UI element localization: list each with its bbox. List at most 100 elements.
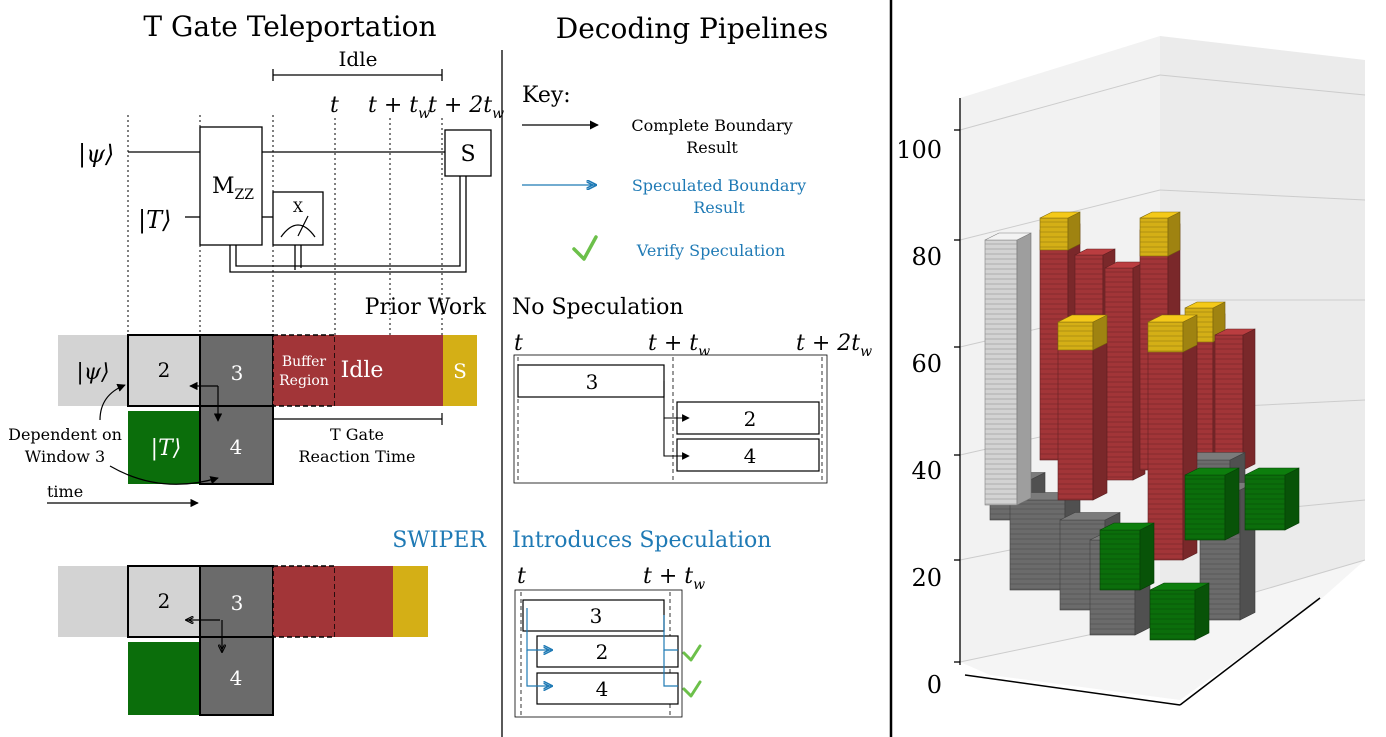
voxel-top: [1184, 467, 1240, 476]
svg-text:20: 20: [911, 564, 942, 592]
time-label-t-2tw: t + 2tw: [428, 93, 504, 122]
pw-block-2: [127, 334, 201, 407]
svg-text:4: 4: [230, 435, 243, 459]
svg-text:3: 3: [590, 604, 603, 628]
time-guides: [127, 115, 443, 340]
is-box-2: [536, 635, 679, 668]
idle-label: Idle: [339, 47, 378, 71]
voxel-side: [1067, 211, 1081, 251]
sw-block-4: [199, 636, 274, 716]
svg-text:2: 2: [158, 589, 171, 613]
right-panel: 100 80 60 40 20 0: [896, 36, 1366, 706]
t-ket: |T⟩: [138, 206, 171, 235]
voxel-side: [1194, 582, 1210, 641]
meter-icon: [280, 224, 316, 238]
voxel-column: [984, 239, 1018, 506]
swiper-label: SWIPER: [392, 528, 487, 553]
mzz-gate: [199, 126, 263, 246]
voxel-column: [1099, 529, 1141, 591]
s-gate-label: S: [460, 142, 475, 167]
svg-text:t: t: [517, 564, 526, 589]
svg-text:4: 4: [230, 666, 243, 690]
voxel-column: [1147, 334, 1184, 561]
pw-block-3: [199, 334, 274, 407]
ns-box-2: [676, 401, 820, 435]
is-box-3: [522, 599, 665, 632]
reaction-bracket: T Gate Reaction Time: [272, 413, 443, 466]
voxel-side: [1167, 211, 1181, 257]
voxel-column: [1039, 217, 1069, 251]
dependent-label: Dependent on: [8, 425, 122, 444]
time-label-t: t: [330, 93, 339, 118]
svg-text:2: 2: [596, 640, 609, 664]
voxel-top: [1184, 301, 1226, 309]
pw-idle-block: [335, 335, 443, 406]
check-icon: [572, 235, 598, 261]
pw-buffer-block: [273, 335, 335, 406]
middle-title: Decoding Pipelines: [556, 12, 828, 45]
svg-text:t: t: [514, 331, 523, 356]
svg-text:Reaction Time: Reaction Time: [298, 447, 415, 466]
voxel-top: [1099, 522, 1155, 531]
circuit-wires: [128, 151, 467, 273]
voxel-top: [1074, 248, 1116, 256]
voxel-side: [1224, 467, 1240, 541]
svg-text:4: 4: [596, 677, 609, 701]
voxel-top: [1149, 582, 1210, 591]
svg-text:Buffer: Buffer: [282, 354, 327, 370]
intro-spec-label: Introduces Speculation: [512, 528, 771, 553]
prior-work-label: Prior Work: [365, 295, 487, 320]
svg-text:Result: Result: [693, 198, 745, 217]
is-box-4: [536, 672, 679, 705]
svg-text:100: 100: [896, 136, 942, 164]
psi-ket: |ψ⟩: [78, 140, 114, 169]
s-gate: [444, 129, 492, 177]
swiper-blocks: 2 3 4: [58, 565, 428, 716]
svg-text:80: 80: [911, 243, 942, 271]
intro-spec-pipeline: 3 2 4: [514, 589, 702, 718]
voxel-stacks: [984, 211, 1300, 641]
svg-text:Complete Boundary: Complete Boundary: [631, 116, 792, 135]
voxel-side: [1284, 467, 1300, 531]
svg-text:Region: Region: [279, 373, 329, 389]
svg-text:Result: Result: [686, 138, 738, 157]
svg-text:T Gate: T Gate: [330, 425, 384, 444]
voxel-side: [1016, 232, 1032, 506]
x-axis: [964, 674, 1181, 706]
voxel-column: [1009, 499, 1066, 591]
voxel-top: [1057, 314, 1108, 323]
voxel-side: [1139, 522, 1155, 591]
voxel-top: [1139, 211, 1181, 219]
svg-text:60: 60: [911, 350, 942, 378]
dependent-label-2: Window 3: [25, 447, 105, 466]
svg-text:2: 2: [744, 407, 757, 431]
no-spec-label: No Speculation: [512, 295, 684, 320]
sw-block-3: [199, 565, 274, 638]
voxel-column: [1104, 267, 1134, 481]
svg-text:3: 3: [231, 361, 244, 385]
svg-text:Verify Speculation: Verify Speculation: [636, 241, 785, 260]
svg-text:2: 2: [158, 358, 171, 382]
check-icon: [682, 680, 702, 698]
voxel-top: [1039, 211, 1081, 219]
middle-panel: Decoding Pipelines Key: Complete Boundar…: [512, 12, 872, 718]
y-axis: [1179, 597, 1321, 706]
voxel-column: [1184, 474, 1226, 541]
ns-box-3: [517, 364, 665, 398]
svg-text:4: 4: [744, 444, 757, 468]
voxel-column: [1057, 334, 1094, 501]
prior-work-blocks: |ψ⟩ 2 3 Buffer Region Idle S |T⟩ 4: [58, 334, 477, 485]
voxel-column: [1147, 321, 1184, 353]
svg-text:0: 0: [927, 671, 942, 699]
ns-box-4: [676, 438, 820, 472]
voxel-top: [1059, 512, 1121, 521]
voxel-top: [1147, 314, 1198, 323]
svg-text:t + 2tw: t + 2tw: [796, 331, 872, 360]
voxel-top: [1244, 467, 1300, 476]
svg-text:3: 3: [231, 591, 244, 615]
svg-text:3: 3: [586, 370, 599, 394]
mzz-label: MZZ: [212, 174, 254, 203]
voxel-column: [1244, 474, 1286, 531]
pw-s-block: [443, 335, 477, 406]
